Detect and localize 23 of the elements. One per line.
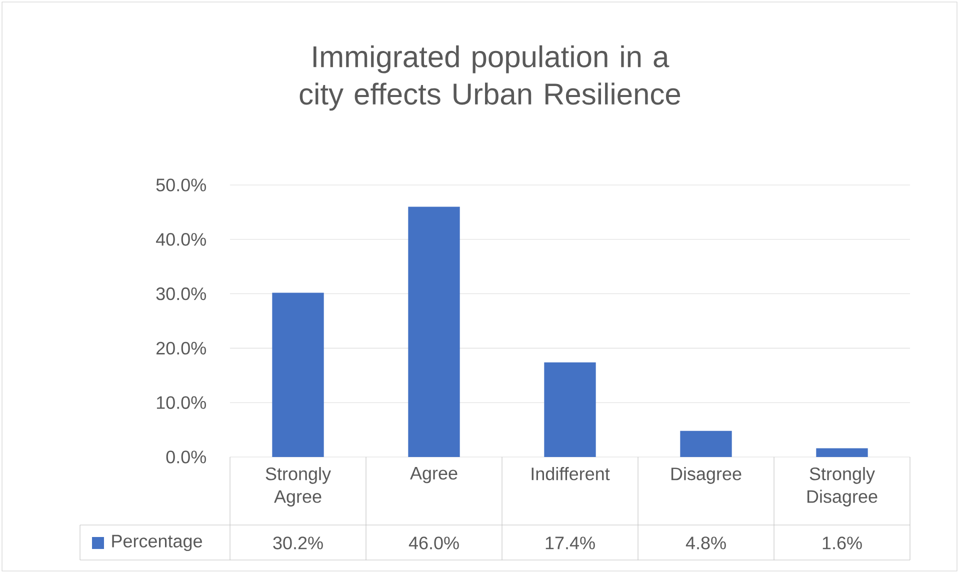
x-tick-label: Indifferent bbox=[532, 467, 610, 480]
data-label: 4.8% bbox=[686, 536, 726, 550]
y-tick-label: 20.0% bbox=[156, 342, 206, 355]
bar bbox=[408, 206, 460, 457]
x-tick-label: Agree bbox=[410, 467, 458, 484]
y-tick-label: 40.0% bbox=[156, 233, 206, 246]
data-label: 46.0% bbox=[408, 536, 459, 550]
x-tick-label: Strongly Agree bbox=[266, 467, 331, 506]
legend-label: Percentage bbox=[112, 534, 202, 552]
x-tick-label: Strongly Disagree bbox=[807, 467, 878, 506]
data-label: 17.4% bbox=[546, 536, 595, 550]
data-label: 1.6% bbox=[822, 536, 862, 550]
y-tick-label: 50.0% bbox=[156, 178, 206, 192]
y-tick-label: 30.0% bbox=[156, 287, 206, 300]
x-tick-label: Disagree bbox=[671, 467, 742, 484]
chart-title: Immigrated population in a city effects Urban Resilience bbox=[300, 45, 680, 111]
bar bbox=[544, 362, 596, 457]
bar bbox=[816, 448, 868, 457]
bar bbox=[680, 430, 732, 457]
bar bbox=[272, 292, 324, 457]
y-tick-label: 0.0% bbox=[166, 450, 206, 464]
y-tick-label: 10.0% bbox=[156, 396, 206, 409]
data-label: 30.2% bbox=[273, 536, 323, 550]
